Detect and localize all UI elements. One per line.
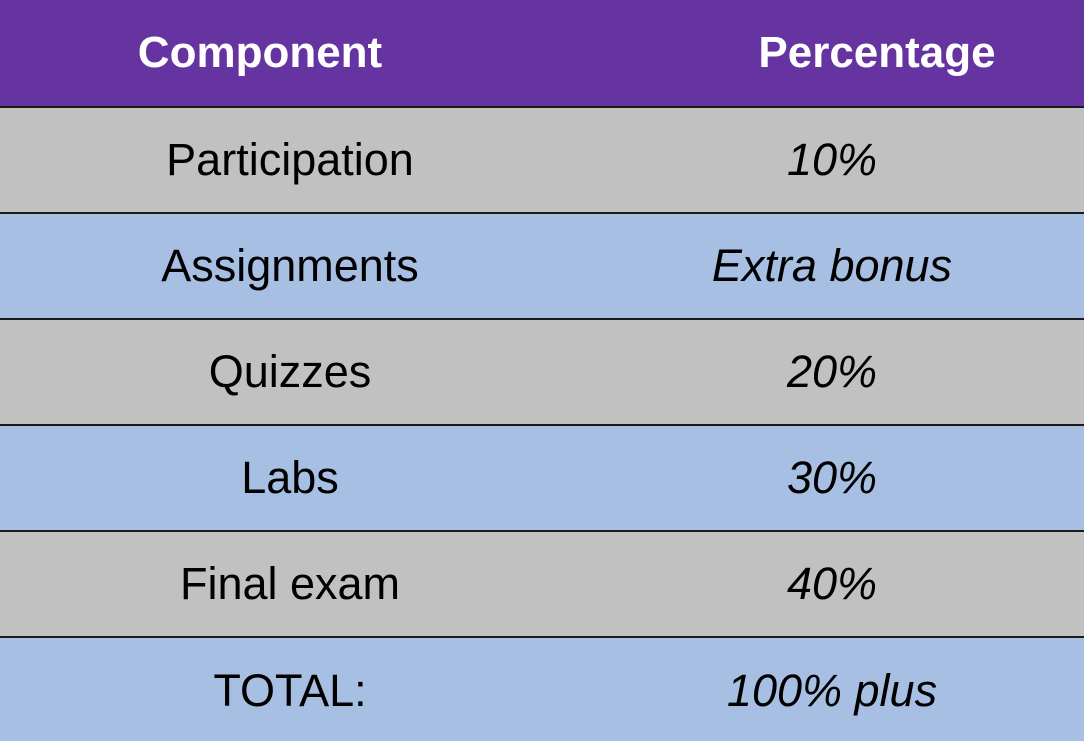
table-row: Final exam 40% <box>0 530 1084 637</box>
table-row: Labs 30% <box>0 424 1084 531</box>
component-cell: Assignments <box>0 212 580 319</box>
percentage-cell: 40% <box>580 530 1084 637</box>
component-cell: Final exam <box>0 530 580 637</box>
component-cell: Quizzes <box>0 318 580 425</box>
percentage-cell: 20% <box>580 318 1084 425</box>
table-row: Assignments Extra bonus <box>0 212 1084 319</box>
component-cell: Labs <box>0 424 580 531</box>
total-label-cell: TOTAL: <box>0 636 580 741</box>
total-row: TOTAL: 100% plus <box>0 636 1084 741</box>
table-row: Quizzes 20% <box>0 318 1084 425</box>
component-header: Component <box>0 0 580 107</box>
header-row: Component Percentage <box>0 0 1084 107</box>
percentage-cell: Extra bonus <box>580 212 1084 319</box>
percentage-header: Percentage <box>580 0 1084 107</box>
table-row: Participation 10% <box>0 106 1084 213</box>
percentage-cell: 10% <box>580 106 1084 213</box>
component-cell: Participation <box>0 106 580 213</box>
percentage-cell: 30% <box>580 424 1084 531</box>
total-value-cell: 100% plus <box>580 636 1084 741</box>
